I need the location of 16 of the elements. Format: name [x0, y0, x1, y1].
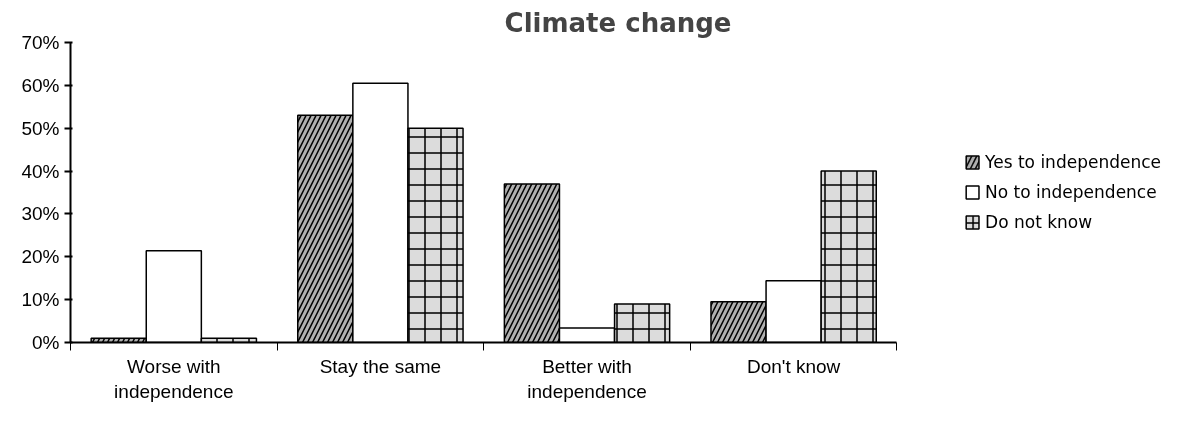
y-tick-label: 70% — [21, 32, 60, 53]
y-tick-label: 60% — [21, 74, 60, 96]
x-tick-label: Don't know — [746, 355, 841, 377]
legend-label: Do not know — [985, 212, 1093, 232]
y-tick-label: 40% — [21, 160, 60, 182]
x-tick-label: Stay the same — [319, 355, 442, 377]
y-tick-label: 0% — [32, 332, 60, 353]
y-tick-label: 30% — [21, 203, 60, 225]
y-tick-label: 50% — [21, 117, 60, 139]
y-tick-label: 10% — [21, 289, 60, 311]
legend-label: No to independence — [985, 182, 1157, 202]
chart-title: Climate change — [504, 7, 732, 38]
x-tick-label: Better with independence — [527, 355, 647, 402]
legend-label: Yes to independence — [985, 152, 1161, 172]
y-tick-label: 20% — [21, 246, 60, 268]
x-tick-label: Worse with independence — [114, 355, 234, 402]
